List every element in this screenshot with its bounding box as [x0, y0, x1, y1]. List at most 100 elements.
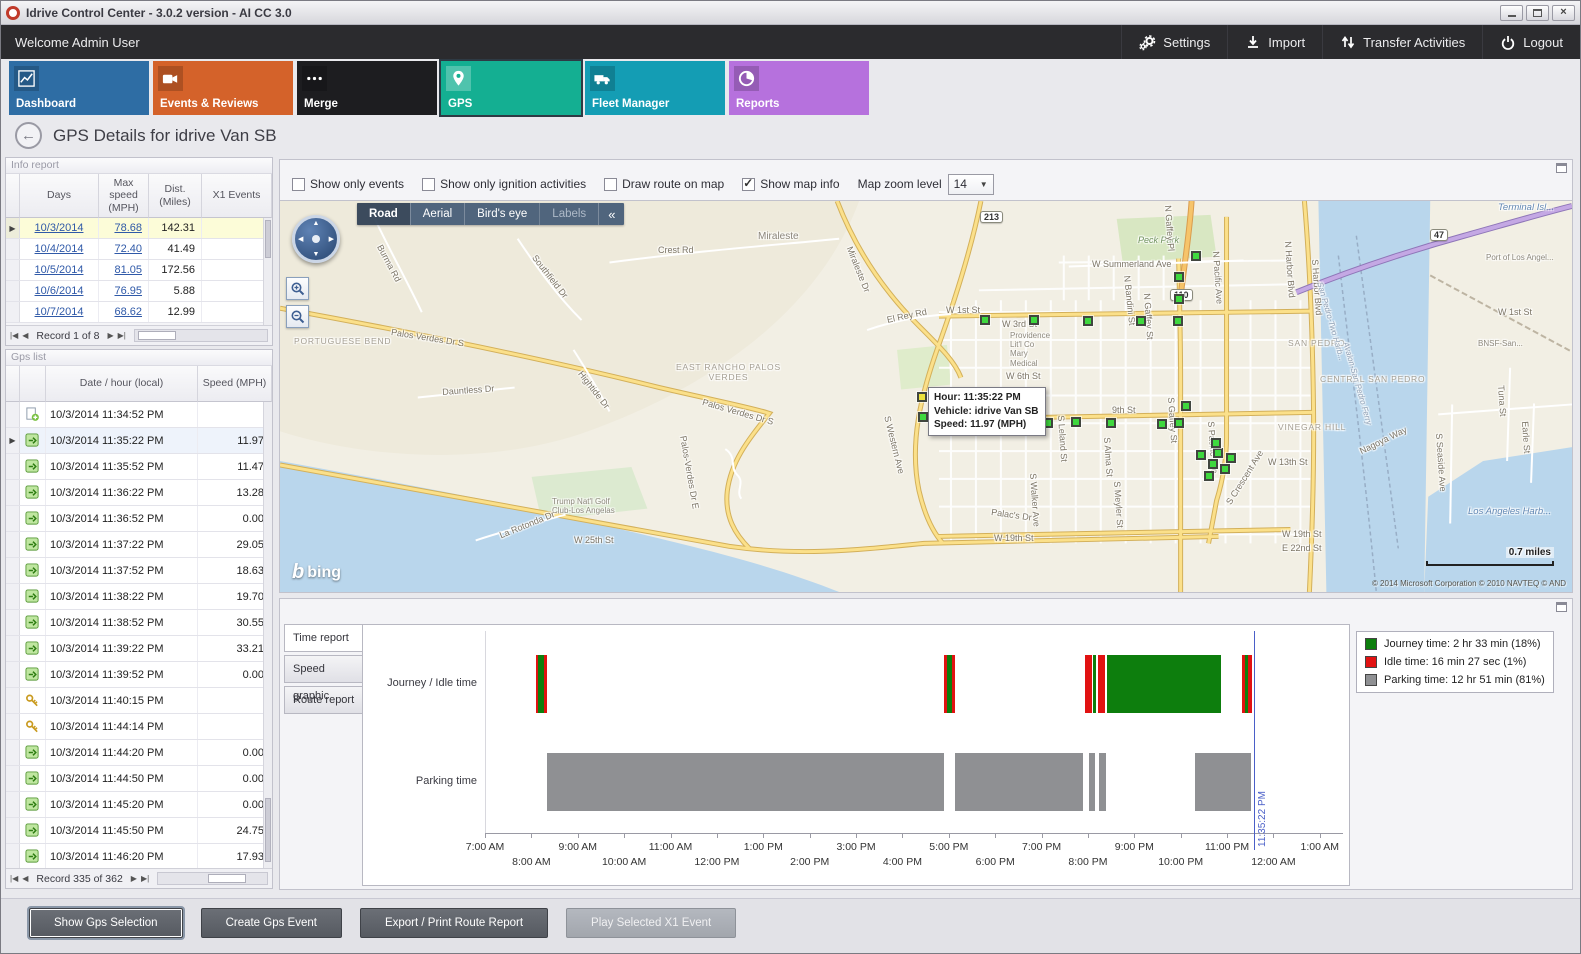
max-speed-link[interactable]: 72.40: [114, 243, 142, 255]
column-header-x1-events[interactable]: X1 Events: [202, 174, 272, 218]
idle-segment[interactable]: [944, 655, 947, 713]
map-viewport[interactable]: Miraleste Peck Park W Summerland Ave Crest …: [280, 200, 1572, 592]
scrollbar-thumb[interactable]: [265, 798, 271, 862]
back-button[interactable]: ←: [15, 122, 42, 149]
show-only-ignition-checkbox[interactable]: Show only ignition activities: [422, 177, 586, 191]
maximize-panel-icon[interactable]: [1556, 602, 1567, 612]
last-page-icon[interactable]: ▶|: [140, 873, 150, 883]
column-header-dist[interactable]: Dist. (Miles): [149, 174, 202, 218]
tab-route-report[interactable]: Route report: [284, 686, 364, 714]
map-style-aerial-button[interactable]: Aerial: [409, 203, 464, 225]
gps-marker[interactable]: [1174, 294, 1184, 304]
scrollbar-thumb[interactable]: [208, 874, 247, 883]
max-speed-link[interactable]: 78.68: [114, 222, 142, 234]
gps-marker[interactable]: [1181, 401, 1191, 411]
gps-list-row[interactable]: 10/3/2014 11:46:20 PM 17.93: [6, 844, 272, 870]
max-speed-link[interactable]: 81.05: [114, 264, 142, 276]
journey-segment[interactable]: [1093, 655, 1097, 713]
draw-route-checkbox[interactable]: Draw route on map: [604, 177, 724, 191]
gps-list-row[interactable]: 10/3/2014 11:44:14 PM: [6, 714, 272, 740]
collapse-map-bar-icon[interactable]: «: [598, 203, 624, 225]
gps-marker[interactable]: [1174, 272, 1184, 282]
day-link[interactable]: 10/7/2014: [34, 306, 84, 318]
gps-list-row[interactable]: 10/3/2014 11:35:52 PM 11.47: [6, 454, 272, 480]
next-page-icon[interactable]: ▶: [107, 330, 114, 340]
idle-segment[interactable]: [1241, 655, 1245, 713]
idle-segment[interactable]: [952, 655, 956, 713]
day-link[interactable]: 10/5/2014: [34, 264, 84, 276]
gps-marker[interactable]: [1208, 459, 1218, 469]
compass-center[interactable]: [312, 235, 320, 243]
pan-up-icon[interactable]: ▲: [312, 220, 320, 227]
settings-button[interactable]: Settings: [1121, 25, 1227, 59]
gps-list-row[interactable]: 10/3/2014 11:39:52 PM 0.00: [6, 662, 272, 688]
gps-marker[interactable]: [918, 412, 928, 422]
tab-fleet-manager[interactable]: Fleet Manager: [585, 61, 725, 115]
prev-page-icon[interactable]: ◀: [22, 330, 29, 340]
gps-list-vscrollbar[interactable]: [263, 402, 272, 868]
gps-marker[interactable]: [1213, 448, 1223, 458]
gps-marker[interactable]: [1136, 316, 1146, 326]
max-speed-link[interactable]: 76.95: [114, 285, 142, 297]
column-header-speed[interactable]: Speed (MPH): [198, 366, 272, 402]
gps-marker[interactable]: [1029, 315, 1039, 325]
day-link[interactable]: 10/3/2014: [34, 222, 84, 234]
gps-marker[interactable]: [1174, 418, 1184, 428]
idle-segment[interactable]: [1098, 655, 1105, 713]
gps-list-row[interactable]: 10/3/2014 11:38:52 PM 30.55: [6, 610, 272, 636]
gps-list-row[interactable]: 10/3/2014 11:37:52 PM 18.63: [6, 558, 272, 584]
map-style-road-button[interactable]: Road: [357, 203, 410, 225]
map-zoom-select[interactable]: 14 ▼: [947, 173, 994, 195]
tab-gps[interactable]: GPS: [441, 61, 581, 115]
map-pan-compass[interactable]: ▲ ▼ ◀ ▶: [292, 215, 340, 263]
first-page-icon[interactable]: |◀: [10, 330, 19, 340]
info-report-row[interactable]: 10/5/2014 81.05 172.56: [6, 260, 272, 281]
info-report-row[interactable]: 10/6/2014 76.95 5.88: [6, 281, 272, 302]
column-header-days[interactable]: Days: [20, 174, 99, 218]
first-page-icon[interactable]: |◀: [10, 873, 19, 883]
tab-time-report[interactable]: Time report: [284, 624, 366, 652]
maximize-button[interactable]: [1526, 4, 1549, 21]
gps-list-hscrollbar[interactable]: [157, 872, 268, 885]
day-link[interactable]: 10/6/2014: [34, 285, 84, 297]
info-report-hscrollbar[interactable]: [133, 329, 268, 342]
info-report-row[interactable]: ▶ 10/3/2014 78.68 142.31: [6, 218, 272, 239]
map-style-labels-button[interactable]: Labels: [539, 203, 598, 225]
gps-list-row[interactable]: 10/3/2014 11:44:20 PM 0.00: [6, 740, 272, 766]
show-only-events-checkbox[interactable]: Show only events: [292, 177, 404, 191]
info-report-vscrollbar[interactable]: [263, 218, 272, 325]
gps-marker[interactable]: [944, 397, 954, 407]
gps-marker[interactable]: [1211, 438, 1221, 448]
tab-reports[interactable]: Reports: [729, 61, 869, 115]
parking-segment[interactable]: [1194, 753, 1252, 811]
import-button[interactable]: Import: [1227, 25, 1322, 59]
parking-segment[interactable]: [1088, 753, 1096, 811]
gps-list-row[interactable]: ▶ 10/3/2014 11:35:22 PM 11.97: [6, 428, 272, 454]
idle-segment[interactable]: [543, 655, 547, 713]
maximize-panel-icon[interactable]: [1556, 163, 1567, 173]
gps-marker[interactable]: [980, 315, 990, 325]
show-gps-selection-button[interactable]: Show Gps Selection: [29, 908, 183, 938]
gps-marker[interactable]: [1196, 450, 1206, 460]
selected-gps-marker[interactable]: [917, 392, 927, 402]
next-page-icon[interactable]: ▶: [130, 873, 137, 883]
gps-list-row[interactable]: 10/3/2014 11:44:50 PM 0.00: [6, 766, 272, 792]
info-report-row[interactable]: 10/4/2014 72.40 41.49: [6, 239, 272, 260]
gps-marker[interactable]: [1191, 251, 1201, 261]
gps-list-row[interactable]: 10/3/2014 11:45:20 PM 0.00: [6, 792, 272, 818]
create-gps-event-button[interactable]: Create Gps Event: [200, 908, 342, 938]
gps-marker[interactable]: [1173, 316, 1183, 326]
gps-list-row[interactable]: 10/3/2014 11:45:50 PM 24.75: [6, 818, 272, 844]
tab-merge[interactable]: Merge: [297, 61, 437, 115]
tab-speed-graphic[interactable]: Speed graphic: [284, 655, 364, 702]
max-speed-link[interactable]: 68.62: [114, 306, 142, 318]
gps-list-row[interactable]: 10/3/2014 11:38:22 PM 19.70: [6, 584, 272, 610]
tab-dashboard[interactable]: Dashboard: [9, 61, 149, 115]
gps-marker[interactable]: [1043, 418, 1053, 428]
pan-down-icon[interactable]: ▼: [312, 251, 320, 258]
gps-list-row[interactable]: 10/3/2014 11:40:15 PM: [6, 688, 272, 714]
parking-segment[interactable]: [1099, 753, 1107, 811]
gps-list-row[interactable]: 10/3/2014 11:39:22 PM 33.21: [6, 636, 272, 662]
gps-marker[interactable]: [1220, 464, 1230, 474]
journey-segment[interactable]: [538, 655, 544, 713]
